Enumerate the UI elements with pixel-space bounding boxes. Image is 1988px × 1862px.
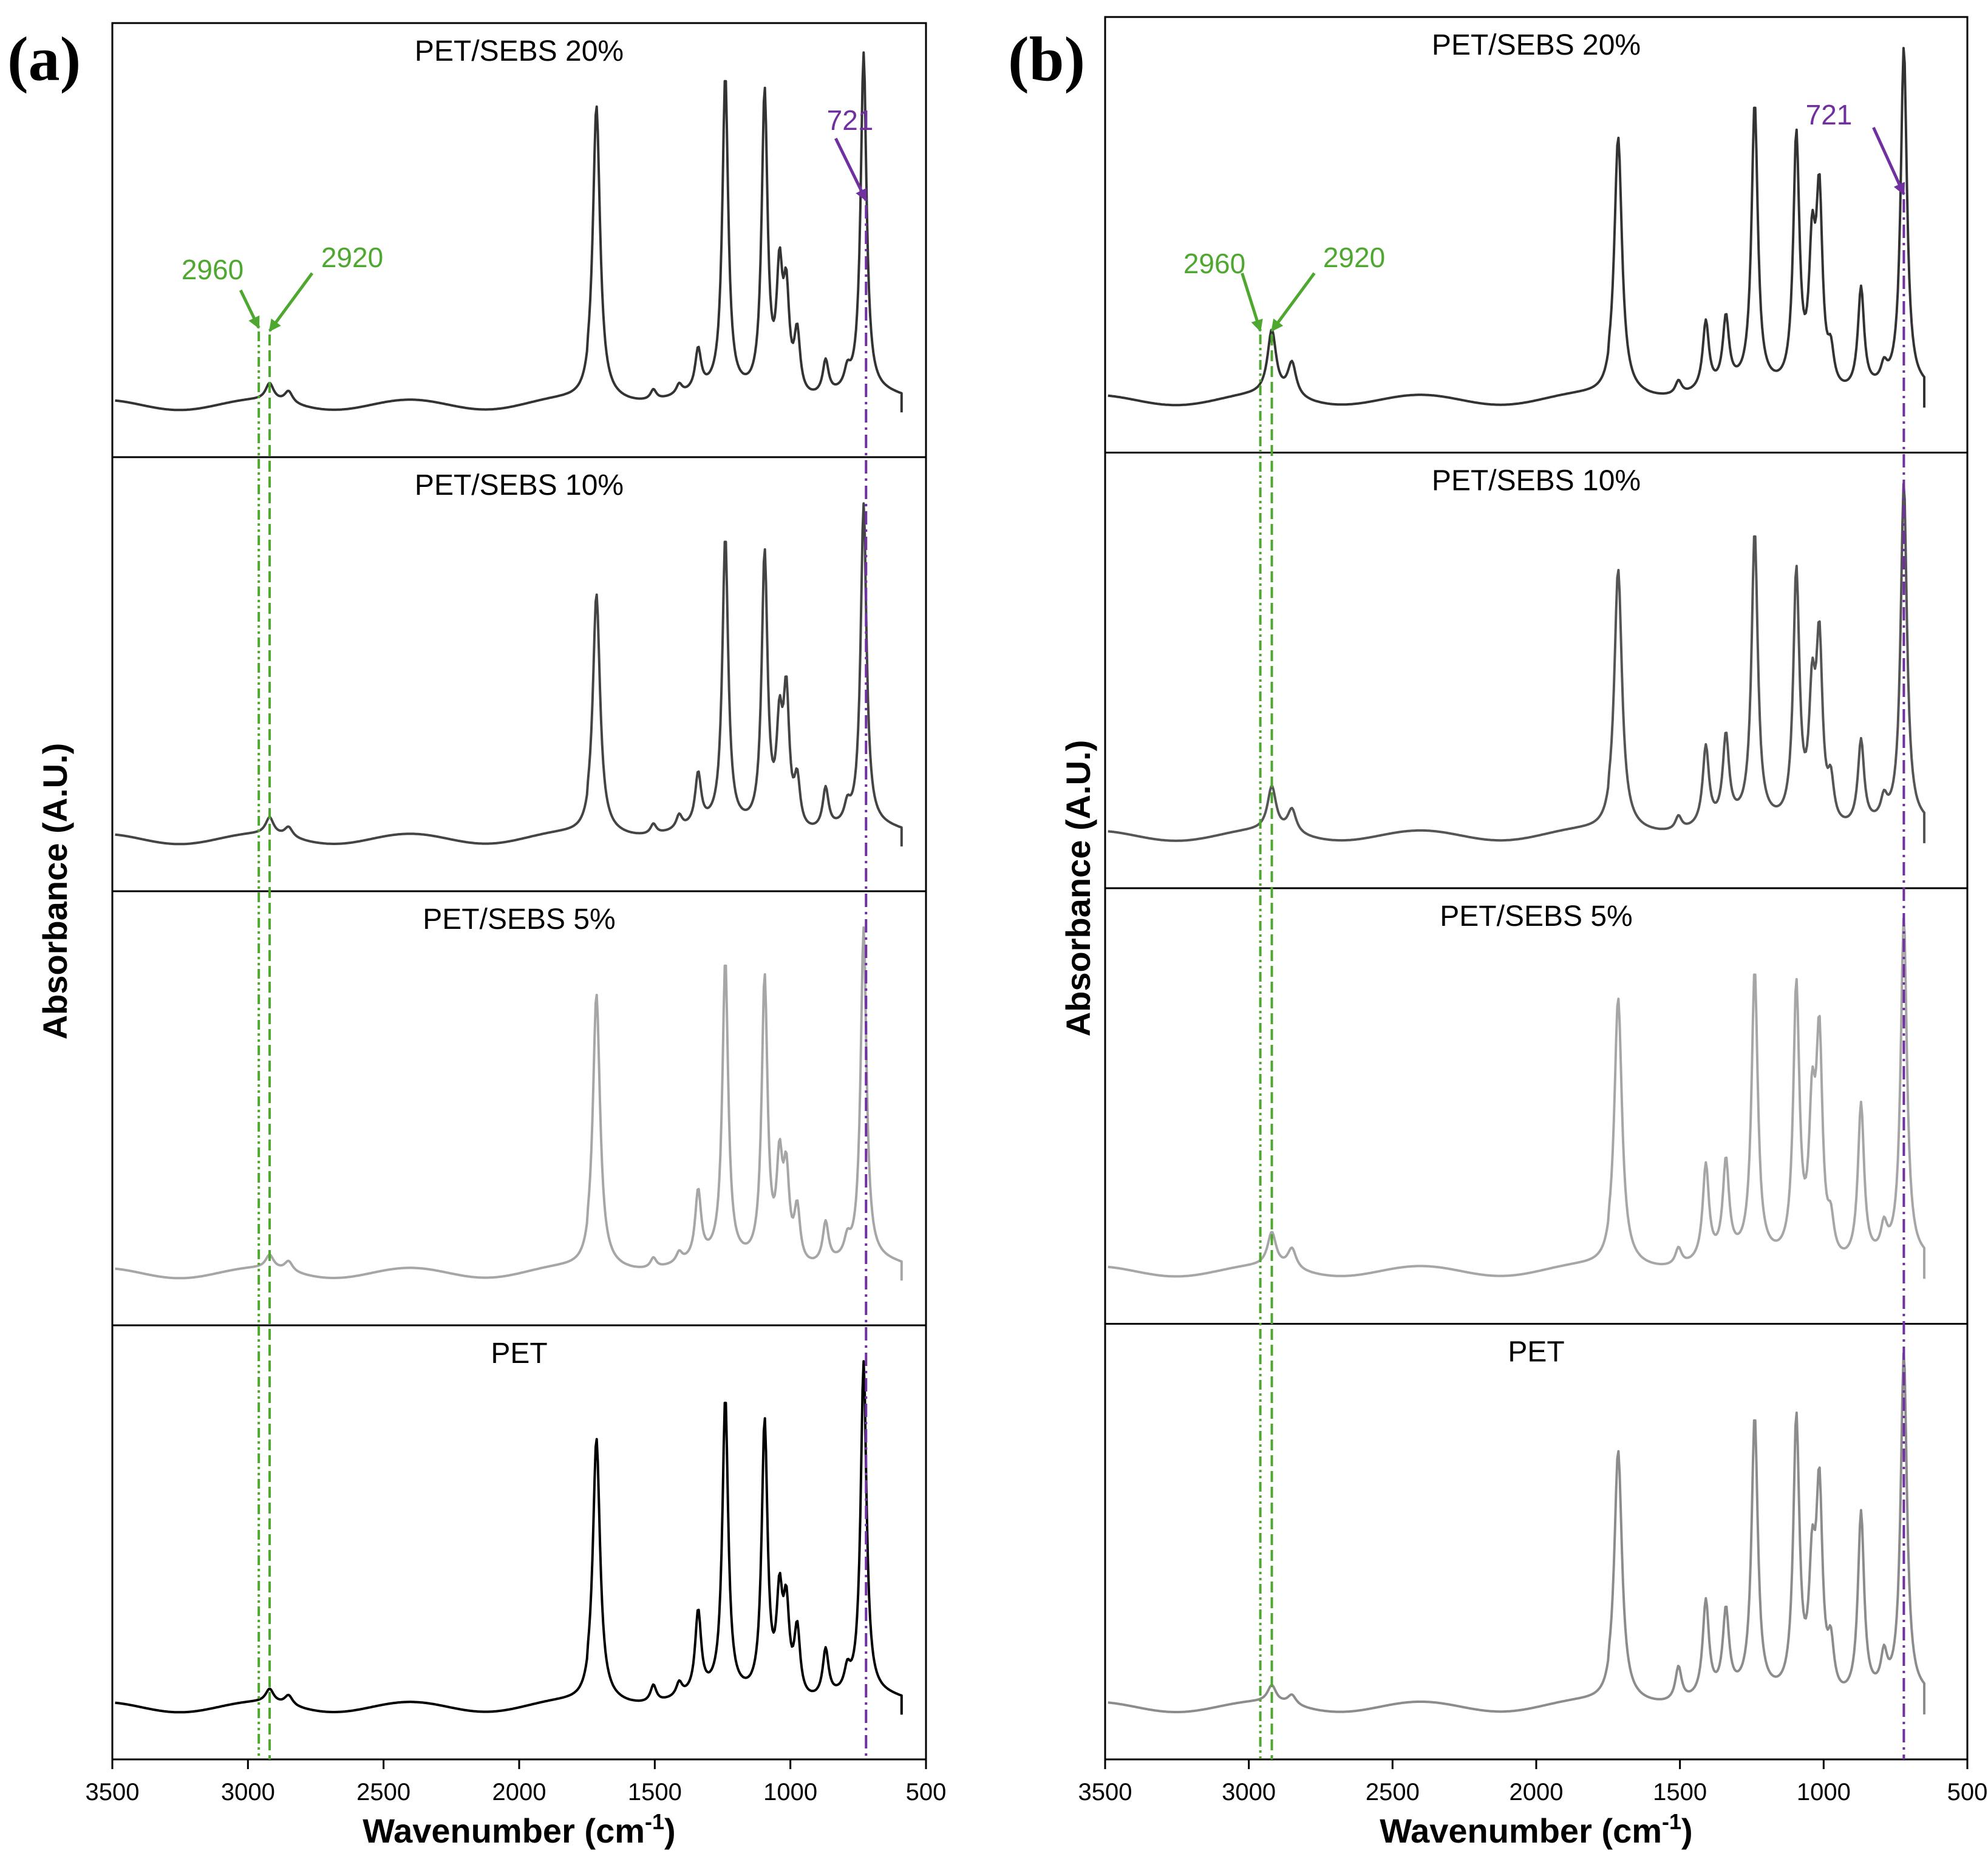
series-strip: PET/SEBS 20% bbox=[1104, 16, 1969, 454]
strip-frame bbox=[1104, 452, 1969, 889]
annotation-arrow bbox=[1241, 273, 1263, 332]
x-tick-label: 500 bbox=[1947, 1779, 1988, 1806]
x-axis-label-main: Wavenumber (cm bbox=[1380, 1812, 1662, 1850]
series-strip: PET/SEBS 5% bbox=[111, 890, 927, 1327]
spectrum-line bbox=[115, 1360, 903, 1715]
spectrum-line bbox=[115, 926, 903, 1281]
series-strip: PET bbox=[111, 1324, 927, 1761]
y-axis-label: Absorbance (A.U.) bbox=[36, 743, 74, 1040]
annotation-label: 2920 bbox=[321, 242, 383, 273]
x-tick-label: 2000 bbox=[492, 1779, 546, 1806]
series-label: PET bbox=[491, 1337, 547, 1370]
x-tick-label: 3500 bbox=[1078, 1779, 1132, 1806]
x-tick-label: 1000 bbox=[1797, 1779, 1851, 1806]
annotation-arrow bbox=[1872, 126, 1905, 195]
annotation-label: 2920 bbox=[1323, 242, 1385, 273]
series-label: PET/SEBS 5% bbox=[423, 903, 615, 936]
strip-frame bbox=[1104, 16, 1969, 454]
spectrum-line bbox=[1108, 47, 1925, 408]
strip-frame bbox=[111, 1324, 927, 1761]
series-label: PET/SEBS 20% bbox=[415, 35, 624, 67]
series-strip: PET/SEBS 20% bbox=[111, 22, 927, 458]
strip-frame bbox=[1104, 887, 1969, 1325]
series-strip: PET/SEBS 10% bbox=[1104, 452, 1969, 889]
panel-label: (b) bbox=[1008, 24, 1085, 94]
x-axis-label-superscript: -1 bbox=[645, 1809, 664, 1834]
x-tick-label: 3000 bbox=[221, 1779, 275, 1806]
chart-panel-b: (b) Absorbance (A.U.) Wavenumber (cm-1) PET… bbox=[1008, 16, 1988, 1850]
annotation-arrow bbox=[1270, 272, 1316, 332]
spectrum-line bbox=[115, 502, 903, 847]
x-tick-label: 3500 bbox=[86, 1779, 140, 1806]
spectrum-line bbox=[1108, 482, 1925, 843]
x-tick-label: 3000 bbox=[1222, 1779, 1276, 1806]
x-tick-label: 2500 bbox=[1366, 1779, 1420, 1806]
spectrum-line bbox=[1108, 1352, 1925, 1714]
x-tick-label: 2000 bbox=[1510, 1779, 1564, 1806]
series-label: PET/SEBS 5% bbox=[1440, 900, 1632, 933]
spectrum-line bbox=[115, 51, 903, 413]
strip-frame bbox=[111, 890, 927, 1327]
x-tick-label: 2500 bbox=[356, 1779, 410, 1806]
series-strip: PET/SEBS 10% bbox=[111, 456, 927, 892]
annotation-arrow bbox=[268, 272, 314, 332]
x-tick-label: 1000 bbox=[763, 1779, 817, 1806]
strip-frame bbox=[111, 22, 927, 458]
x-axis-label-close: ) bbox=[664, 1812, 676, 1850]
annotation-label: 2960 bbox=[1183, 248, 1245, 279]
series-strip: PET bbox=[1104, 1323, 1969, 1761]
x-axis-label-main: Wavenumber (cm bbox=[363, 1812, 645, 1850]
x-tick-label: 500 bbox=[906, 1779, 947, 1806]
x-axis-label-close: ) bbox=[1681, 1812, 1693, 1850]
annotation-arrow bbox=[239, 289, 260, 329]
series-label: PET/SEBS 20% bbox=[1432, 29, 1641, 61]
annotation-arrow bbox=[834, 137, 868, 202]
spectrum-line bbox=[1108, 917, 1925, 1279]
x-axis-label-superscript: -1 bbox=[1662, 1809, 1681, 1834]
x-tick-label: 1500 bbox=[628, 1779, 682, 1806]
x-tick-label: 1500 bbox=[1653, 1779, 1707, 1806]
series-label: PET/SEBS 10% bbox=[1432, 465, 1641, 497]
y-axis-label: Absorbance (A.U.) bbox=[1059, 740, 1097, 1037]
x-axis-label: Wavenumber (cm-1) bbox=[363, 1809, 675, 1850]
series-strip: PET/SEBS 5% bbox=[1104, 887, 1969, 1325]
series-label: PET/SEBS 10% bbox=[415, 469, 624, 501]
annotation-label: 2960 bbox=[182, 254, 243, 285]
strip-frame bbox=[111, 456, 927, 892]
x-axis-label: Wavenumber (cm-1) bbox=[1380, 1809, 1692, 1850]
panel-label: (a) bbox=[7, 24, 81, 94]
strip-frame bbox=[1104, 1323, 1969, 1761]
series-label: PET bbox=[1508, 1336, 1564, 1368]
annotation-label: 721 bbox=[1806, 99, 1853, 131]
chart-panel-a: (a) Absorbance (A.U.) Wavenumber (cm-1) PET… bbox=[7, 22, 947, 1850]
annotation-label: 721 bbox=[827, 104, 874, 136]
